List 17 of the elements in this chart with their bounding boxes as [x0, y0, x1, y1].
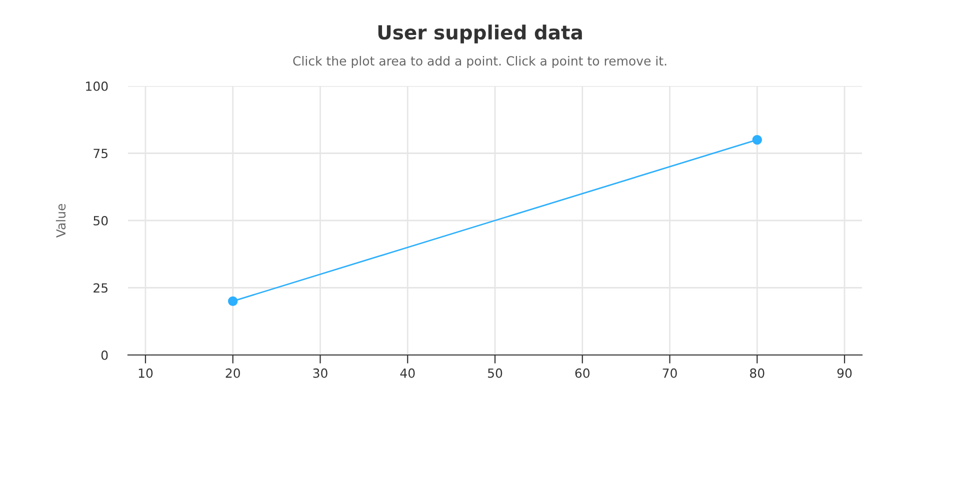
- x-tick-label: 80: [750, 368, 764, 378]
- y-tick-label: 75: [94, 148, 108, 158]
- x-tick-label: 50: [488, 368, 502, 378]
- x-tick-label: 60: [575, 368, 590, 378]
- x-tick-label: 20: [226, 368, 240, 378]
- chart-title: User supplied data: [378, 24, 582, 44]
- y-tick-label: 25: [94, 283, 108, 293]
- y-tick-label: 50: [94, 216, 108, 226]
- y-tick-label: 0: [101, 350, 108, 360]
- x-tick-label: 40: [400, 368, 415, 378]
- chart-subtitle: Click the plot area to add a point. Click a point to remove it.: [293, 56, 666, 68]
- x-tick-label: 90: [837, 368, 852, 378]
- x-tick-label: 70: [662, 368, 677, 378]
- y-tick-label: 100: [86, 81, 108, 91]
- y-axis-title: Value: [56, 204, 66, 238]
- x-tick-label: 10: [138, 368, 153, 378]
- x-tick-label: 30: [313, 368, 328, 378]
